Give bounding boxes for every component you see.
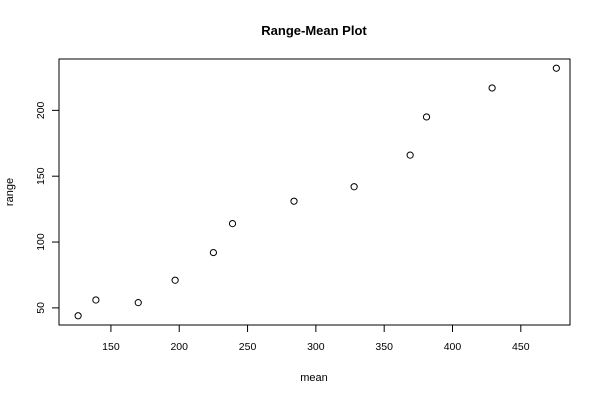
data-point [228,220,237,228]
data-point [74,312,82,320]
x-tick-label: 350 [375,341,393,353]
x-axis-label: mean [300,372,328,384]
y-tick-label: 150 [35,167,47,185]
x-tick-label: 250 [239,341,257,353]
x-tick-label: 450 [512,341,530,353]
data-point [171,276,179,284]
data-point [552,64,560,72]
x-tick-label: 400 [444,341,462,353]
x-tick-label: 300 [307,341,325,353]
y-axis: 50 100 150 200 [35,101,60,314]
data-point [92,296,100,304]
y-tick-label: 50 [35,302,47,314]
x-tick-label: 150 [102,341,120,353]
data-point [209,248,217,257]
data-points [74,64,560,320]
data-point [406,151,414,159]
plot-frame [58,58,571,326]
data-point [290,197,298,205]
x-tick-label: 200 [170,341,188,353]
y-tick-label: 200 [35,101,47,119]
data-point [422,113,431,121]
y-tick-label: 100 [35,233,47,251]
y-axis-label: range [4,178,16,206]
data-point [350,183,358,191]
data-point [134,299,142,307]
chart-title: Range-Mean Plot [261,23,367,38]
x-axis: 150 200 250 300 350 400 450 [102,324,530,353]
data-point [488,84,496,92]
